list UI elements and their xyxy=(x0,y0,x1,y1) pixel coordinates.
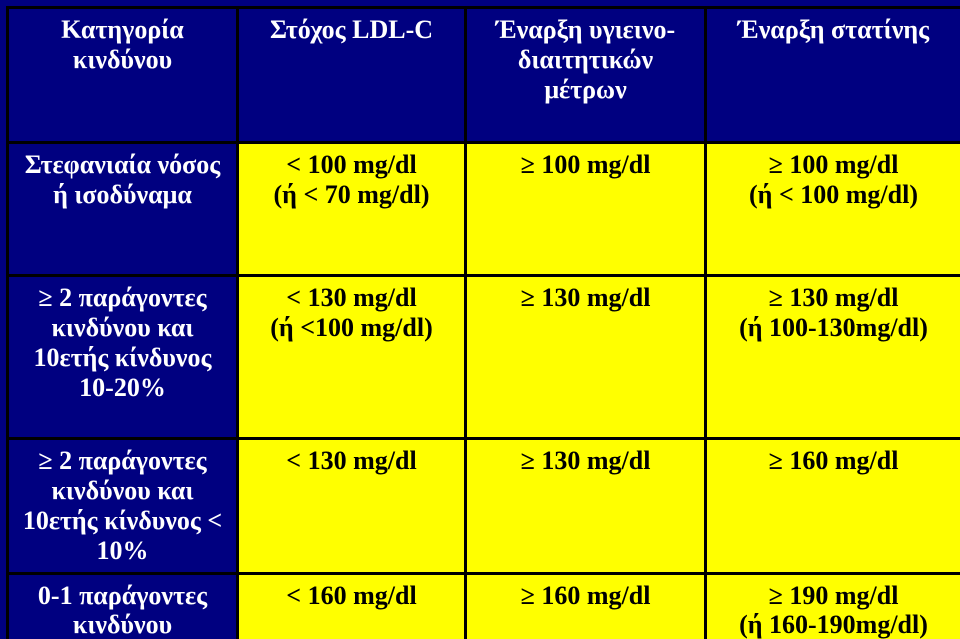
cell-value: < 100 mg/dl xyxy=(247,150,456,180)
cell-statin: ≥ 130 mg/dl (ή 100-130mg/dl) xyxy=(706,276,960,439)
cell-subvalue: (ή 160-190mg/dl) xyxy=(715,610,952,639)
cell-value: ≥ 100 mg/dl xyxy=(475,150,696,180)
cell-statin: ≥ 160 mg/dl xyxy=(706,439,960,574)
cell-target: < 100 mg/dl (ή < 70 mg/dl) xyxy=(238,143,466,276)
header-ldl-target: Στόχος LDL-C xyxy=(238,8,466,143)
cell-subvalue: (ή < 100 mg/dl) xyxy=(715,180,952,210)
header-row: Κατηγορία κινδύνου Στόχος LDL-C Έναρξη υ… xyxy=(8,8,960,143)
table-row: 0-1 παράγοντες κινδύνου < 160 mg/dl ≥ 16… xyxy=(8,573,960,639)
cell-target: < 160 mg/dl xyxy=(238,573,466,639)
header-lifestyle-start: Έναρξη υγιεινο-διαιτητικών μέτρων xyxy=(466,8,706,143)
cell-value: < 160 mg/dl xyxy=(247,581,456,611)
header-statin-start: Έναρξη στατίνης xyxy=(706,8,960,143)
row-label: 0-1 παράγοντες κινδύνου xyxy=(8,573,238,639)
cell-subvalue: (ή 100-130mg/dl) xyxy=(715,313,952,343)
row-label: ≥ 2 παράγοντες κινδύνου και 10ετής κίνδυ… xyxy=(8,439,238,574)
risk-table-container: Κατηγορία κινδύνου Στόχος LDL-C Έναρξη υ… xyxy=(0,0,960,639)
cell-value: ≥ 190 mg/dl xyxy=(715,581,952,611)
cell-lifestyle: ≥ 160 mg/dl xyxy=(466,573,706,639)
cell-lifestyle: ≥ 100 mg/dl xyxy=(466,143,706,276)
cell-value: ≥ 130 mg/dl xyxy=(475,283,696,313)
cell-value: ≥ 130 mg/dl xyxy=(475,446,696,476)
header-risk-category: Κατηγορία κινδύνου xyxy=(8,8,238,143)
cell-subvalue: (ή <100 mg/dl) xyxy=(247,313,456,343)
row-label: ≥ 2 παράγοντες κινδύνου και 10ετής κίνδυ… xyxy=(8,276,238,439)
row-label: Στεφανιαία νόσος ή ισοδύναμα xyxy=(8,143,238,276)
cell-value: ≥ 160 mg/dl xyxy=(475,581,696,611)
cell-statin: ≥ 100 mg/dl (ή < 100 mg/dl) xyxy=(706,143,960,276)
cell-lifestyle: ≥ 130 mg/dl xyxy=(466,439,706,574)
table-row: ≥ 2 παράγοντες κινδύνου και 10ετής κίνδυ… xyxy=(8,439,960,574)
risk-table: Κατηγορία κινδύνου Στόχος LDL-C Έναρξη υ… xyxy=(6,6,960,639)
cell-statin: ≥ 190 mg/dl (ή 160-190mg/dl) xyxy=(706,573,960,639)
cell-target: < 130 mg/dl (ή <100 mg/dl) xyxy=(238,276,466,439)
cell-value: < 130 mg/dl xyxy=(247,283,456,313)
cell-value: < 130 mg/dl xyxy=(247,446,456,476)
table-row: Στεφανιαία νόσος ή ισοδύναμα < 100 mg/dl… xyxy=(8,143,960,276)
table-row: ≥ 2 παράγοντες κινδύνου και 10ετής κίνδυ… xyxy=(8,276,960,439)
cell-lifestyle: ≥ 130 mg/dl xyxy=(466,276,706,439)
cell-target: < 130 mg/dl xyxy=(238,439,466,574)
cell-value: ≥ 100 mg/dl xyxy=(715,150,952,180)
cell-value: ≥ 160 mg/dl xyxy=(715,446,952,476)
cell-value: ≥ 130 mg/dl xyxy=(715,283,952,313)
cell-subvalue: (ή < 70 mg/dl) xyxy=(247,180,456,210)
